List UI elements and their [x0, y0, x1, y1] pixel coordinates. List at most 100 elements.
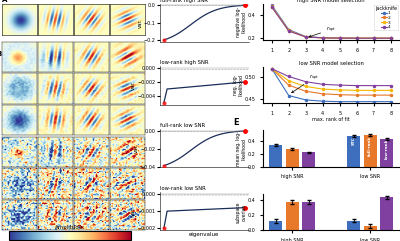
- Line: 1: 1: [271, 4, 392, 39]
- Bar: [286, 202, 299, 230]
- Y-axis label: negative log-
likelihood: negative log- likelihood: [236, 7, 246, 37]
- 1: [269, 67, 274, 70]
- 3: [337, 88, 342, 91]
- Bar: [270, 221, 282, 230]
- 2: [354, 94, 359, 97]
- Bar: [380, 139, 393, 167]
- Title: Amplitude:: Amplitude:: [55, 225, 85, 230]
- 3: [320, 88, 325, 91]
- 2: [371, 37, 376, 40]
- Text: low-rank high SNR: low-rank high SNR: [160, 60, 208, 65]
- 1: [286, 28, 291, 31]
- 3: [286, 79, 291, 82]
- 4: [286, 30, 291, 33]
- 3: [303, 85, 308, 88]
- 3: [388, 37, 393, 40]
- 1: [320, 36, 325, 39]
- 2: [303, 35, 308, 38]
- 2: [320, 36, 325, 39]
- Text: full-rank: full-rank: [368, 135, 372, 156]
- 4: [286, 75, 291, 78]
- Line: 4: 4: [271, 6, 392, 39]
- 4: [354, 37, 359, 40]
- 2: [354, 37, 359, 40]
- 2: [337, 37, 342, 40]
- 4: [371, 84, 376, 87]
- 2: [286, 29, 291, 32]
- 3: [388, 89, 393, 92]
- Text: $r_{opt}$: $r_{opt}$: [292, 72, 319, 93]
- Line: 2: 2: [271, 5, 392, 39]
- 4: [320, 36, 325, 39]
- Line: 1: 1: [271, 68, 392, 103]
- 2: [388, 94, 393, 97]
- 2: [269, 67, 274, 70]
- 4: [303, 35, 308, 38]
- 1: [371, 37, 376, 40]
- Text: low-rank: low-rank: [385, 139, 389, 160]
- 1: [337, 37, 342, 40]
- Text: full-rank high SNR: full-rank high SNR: [160, 0, 208, 3]
- 3: [371, 89, 376, 92]
- Title: low SNR model selection: low SNR model selection: [299, 61, 364, 66]
- Y-axis label: subspace
overlap: subspace overlap: [236, 201, 246, 223]
- 4: [269, 67, 274, 70]
- 3: [269, 67, 274, 70]
- 4: [371, 37, 376, 40]
- Title: high SNR model selection: high SNR model selection: [298, 0, 365, 3]
- Y-axis label: mean neg. log-
likelihood: mean neg. log- likelihood: [236, 131, 246, 166]
- 2: [320, 92, 325, 95]
- Text: low-rank low SNR: low-rank low SNR: [160, 186, 206, 191]
- 3: [286, 29, 291, 32]
- 2: [371, 94, 376, 97]
- Bar: [302, 152, 315, 167]
- 1: [354, 100, 359, 103]
- Y-axis label: neg. log-
likelihood: neg. log- likelihood: [232, 74, 243, 96]
- 3: [320, 36, 325, 39]
- Y-axis label: var.: var.: [131, 206, 136, 216]
- 4: [320, 83, 325, 86]
- 3: [354, 37, 359, 40]
- 4: [269, 6, 274, 8]
- 4: [337, 37, 342, 40]
- Y-axis label: var.: var.: [134, 143, 139, 153]
- 1: [303, 35, 308, 38]
- Line: 4: 4: [271, 68, 392, 87]
- 1: [388, 100, 393, 103]
- 4: [388, 37, 393, 40]
- 1: [286, 94, 291, 97]
- X-axis label: eigenvalue: eigenvalue: [189, 232, 219, 237]
- 4: [337, 84, 342, 87]
- Bar: [302, 202, 315, 230]
- Text: full-rank low SNR: full-rank low SNR: [160, 123, 205, 128]
- Text: A: A: [2, 0, 7, 3]
- 1: [371, 100, 376, 103]
- 2: [269, 5, 274, 8]
- Bar: [286, 149, 299, 167]
- Line: 3: 3: [271, 6, 392, 39]
- 3: [303, 35, 308, 38]
- Text: C: C: [140, 0, 146, 1]
- 1: [320, 100, 325, 103]
- 1: [269, 4, 274, 7]
- Y-axis label: var.: var.: [137, 18, 142, 27]
- 4: [303, 80, 308, 83]
- Bar: [270, 145, 282, 167]
- Line: 3: 3: [271, 68, 392, 91]
- Bar: [380, 197, 393, 230]
- Y-axis label: B: B: [0, 51, 2, 57]
- Text: E: E: [233, 118, 239, 127]
- 1: [337, 100, 342, 103]
- Y-axis label: var.: var.: [131, 80, 136, 90]
- 3: [269, 5, 274, 8]
- Bar: [347, 136, 360, 167]
- Bar: [364, 226, 376, 230]
- 4: [388, 84, 393, 87]
- Bar: [364, 135, 376, 167]
- Legend: 1, 2, 3, 4: 1, 2, 3, 4: [374, 5, 398, 30]
- 2: [337, 93, 342, 96]
- Text: $r_{opt}$: $r_{opt}$: [309, 24, 336, 37]
- 2: [388, 37, 393, 40]
- 2: [286, 84, 291, 87]
- Line: 2: 2: [271, 68, 392, 96]
